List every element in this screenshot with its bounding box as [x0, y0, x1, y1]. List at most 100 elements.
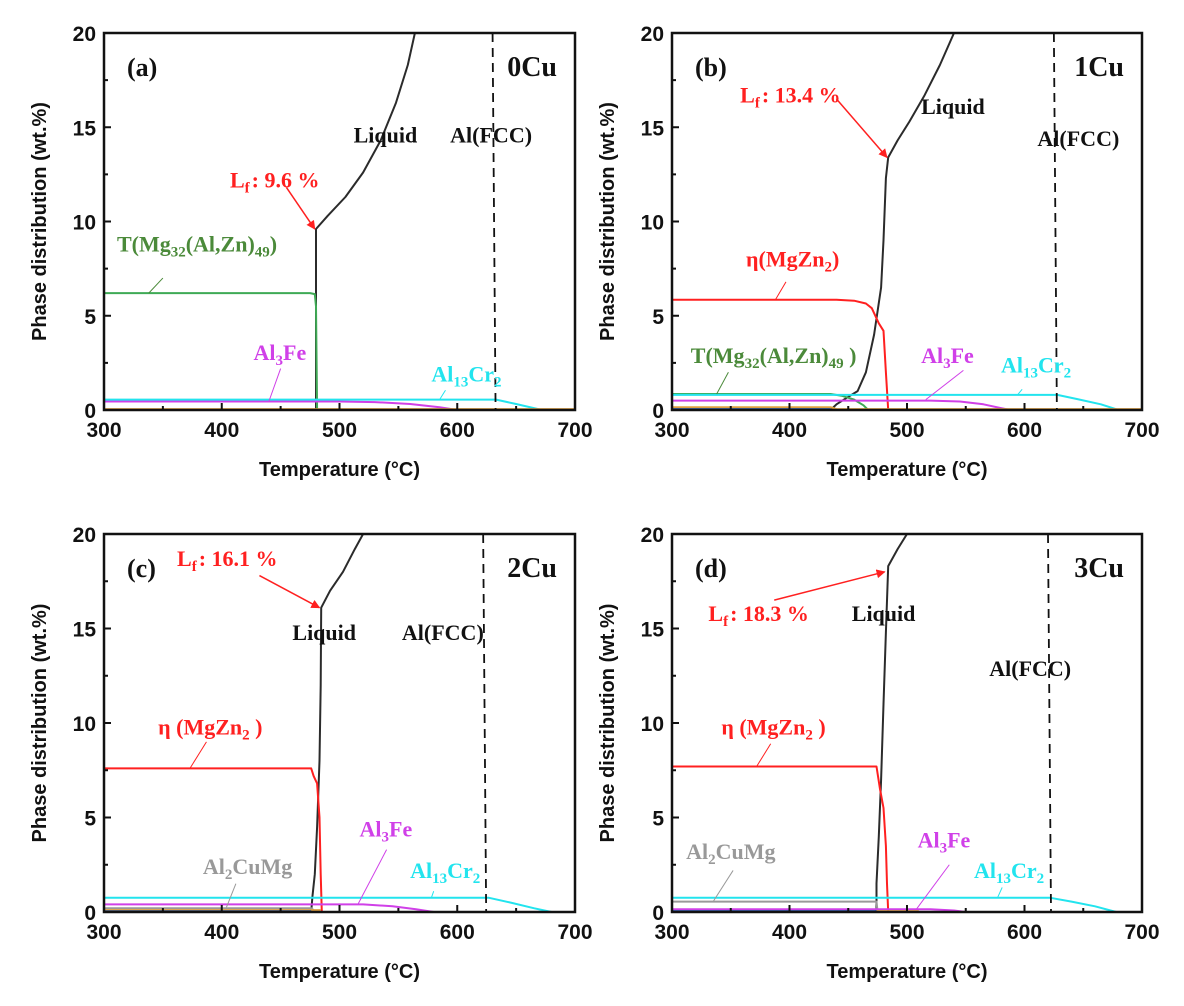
- series-al13cr2: [104, 398, 575, 410]
- leader-line: [774, 281, 787, 300]
- liquid-label: Liquid: [852, 601, 916, 626]
- y-tick-label: 10: [73, 212, 96, 235]
- lf-arrow: [259, 574, 321, 609]
- fcc-dashed-line: [482, 533, 488, 913]
- phase-label: Al3Fe: [254, 340, 307, 369]
- panel-b: 300 400 500 600 700 0 5 10 15 20 Temperature (°C) P…: [597, 23, 1160, 481]
- y-axis-title: Phase distribution (wt.%): [597, 604, 619, 843]
- leader-line: [925, 370, 964, 401]
- x-tick-label: 500: [322, 419, 357, 442]
- series-mgzn2: [672, 765, 890, 912]
- leader-line: [357, 849, 388, 904]
- x-tick-label: 400: [772, 921, 807, 944]
- lf-annotation: Lf: 18.3 %: [708, 601, 809, 630]
- x-tick-label: 700: [557, 921, 592, 944]
- y-tick-label: 10: [641, 212, 664, 235]
- panel-c: 300 400 500 600 700 0 5 10 15 20 Temperature (°C) P…: [29, 524, 593, 983]
- y-tick-label: 0: [652, 902, 664, 925]
- phase-label: T(Mg32(Al,Zn)49): [117, 232, 277, 261]
- leader-line: [225, 883, 237, 908]
- leader-line: [268, 368, 282, 402]
- series-al13cr2: [672, 393, 1142, 410]
- series-liquid: [315, 33, 416, 410]
- phase-label: Al13Cr2: [974, 858, 1044, 887]
- y-tick-label: 15: [641, 619, 665, 642]
- y-tick-label: 15: [73, 117, 97, 140]
- leader-line: [430, 891, 435, 898]
- lf-annotation: Lf: 13.4 %: [740, 83, 841, 112]
- x-tick-label: 400: [772, 419, 807, 442]
- series-t-mg32-al-zn-49: [104, 292, 319, 410]
- leader-line: [712, 870, 734, 902]
- y-tick-label: 20: [641, 524, 664, 547]
- x-tick-label: 700: [1124, 419, 1159, 442]
- lf-arrow: [835, 98, 888, 159]
- fcc-dashed-line: [491, 32, 497, 411]
- x-tick-label: 700: [557, 419, 592, 442]
- lf-arrow: [285, 187, 316, 230]
- y-tick-label: 0: [652, 400, 664, 423]
- x-tick-label: 500: [889, 921, 924, 944]
- x-tick-label: 400: [204, 419, 239, 442]
- series-al3fe: [104, 903, 434, 912]
- y-tick-label: 5: [652, 306, 664, 329]
- series-al3fe: [104, 400, 458, 410]
- y-axis-title: Phase distribution (wt.%): [597, 102, 619, 341]
- y-tick-label: 20: [73, 23, 96, 46]
- x-tick-label: 600: [1007, 921, 1042, 944]
- composition-label: 3Cu: [1074, 553, 1124, 584]
- x-axis-title: Temperature (°C): [259, 459, 420, 481]
- y-tick-label: 20: [73, 524, 96, 547]
- x-tick-label: 300: [86, 921, 121, 944]
- phase-label: Al3Fe: [921, 343, 974, 372]
- phase-label: Al13Cr2: [431, 362, 501, 391]
- composition-label: 0Cu: [507, 52, 557, 83]
- y-axis-title: Phase distribution (wt.%): [29, 604, 51, 843]
- panel-a: 300 400 500 600 700 0 5 10 15 20 Temperature (°C) P…: [29, 23, 593, 481]
- y-tick-label: 5: [652, 808, 664, 831]
- fcc-label: Al(FCC): [450, 122, 532, 147]
- y-axis-title: Phase distribution (wt.%): [29, 102, 51, 341]
- lf-annotation: Lf: 16.1 %: [177, 546, 278, 575]
- fcc-label: Al(FCC): [989, 656, 1071, 681]
- phase-label: Al3Fe: [918, 828, 971, 857]
- x-axis-title: Temperature (°C): [827, 459, 988, 481]
- y-tick-label: 15: [641, 117, 665, 140]
- x-tick-label: 300: [654, 419, 689, 442]
- x-tick-label: 600: [440, 419, 475, 442]
- y-tick-label: 0: [84, 400, 96, 423]
- leader-line: [915, 864, 950, 910]
- series-al13cr2: [672, 896, 1142, 912]
- panel-label: (a): [127, 53, 157, 82]
- leader-line: [189, 741, 207, 769]
- fcc-label: Al(FCC): [1037, 126, 1119, 151]
- liquid-label: Liquid: [921, 94, 985, 119]
- phase-label: T(Mg32(Al,Zn)49 ): [691, 343, 857, 372]
- y-tick-label: 0: [84, 902, 96, 925]
- leader-line: [716, 372, 729, 395]
- y-tick-label: 5: [84, 808, 96, 831]
- leader-line: [997, 887, 1003, 899]
- lf-annotation: Lf: 9.6 %: [230, 168, 320, 197]
- axes-frame: [102, 31, 577, 412]
- lf-arrow: [774, 569, 886, 601]
- phase-label: Al2CuMg: [203, 854, 292, 883]
- y-tick-label: 15: [73, 619, 97, 642]
- y-tick-label: 20: [641, 23, 664, 46]
- panel-d: 300 400 500 600 700 0 5 10 15 20 Temperature (°C) P…: [597, 524, 1160, 983]
- series-al13cr2: [104, 896, 575, 912]
- x-tick-label: 600: [440, 921, 475, 944]
- panel-label: (c): [127, 554, 156, 583]
- phase-label: η (MgZn2 ): [721, 714, 825, 743]
- x-tick-label: 500: [889, 419, 924, 442]
- liquid-label: Liquid: [292, 620, 356, 645]
- phase-label: Al13Cr2: [1001, 352, 1071, 381]
- phase-label: Al13Cr2: [410, 858, 480, 887]
- leader-line: [756, 743, 772, 767]
- leader-line: [1017, 388, 1023, 396]
- plot-area: [104, 33, 575, 410]
- phase-label: η(MgZn2): [746, 247, 839, 276]
- leader-line: [148, 277, 164, 294]
- panel-label: (d): [695, 554, 727, 583]
